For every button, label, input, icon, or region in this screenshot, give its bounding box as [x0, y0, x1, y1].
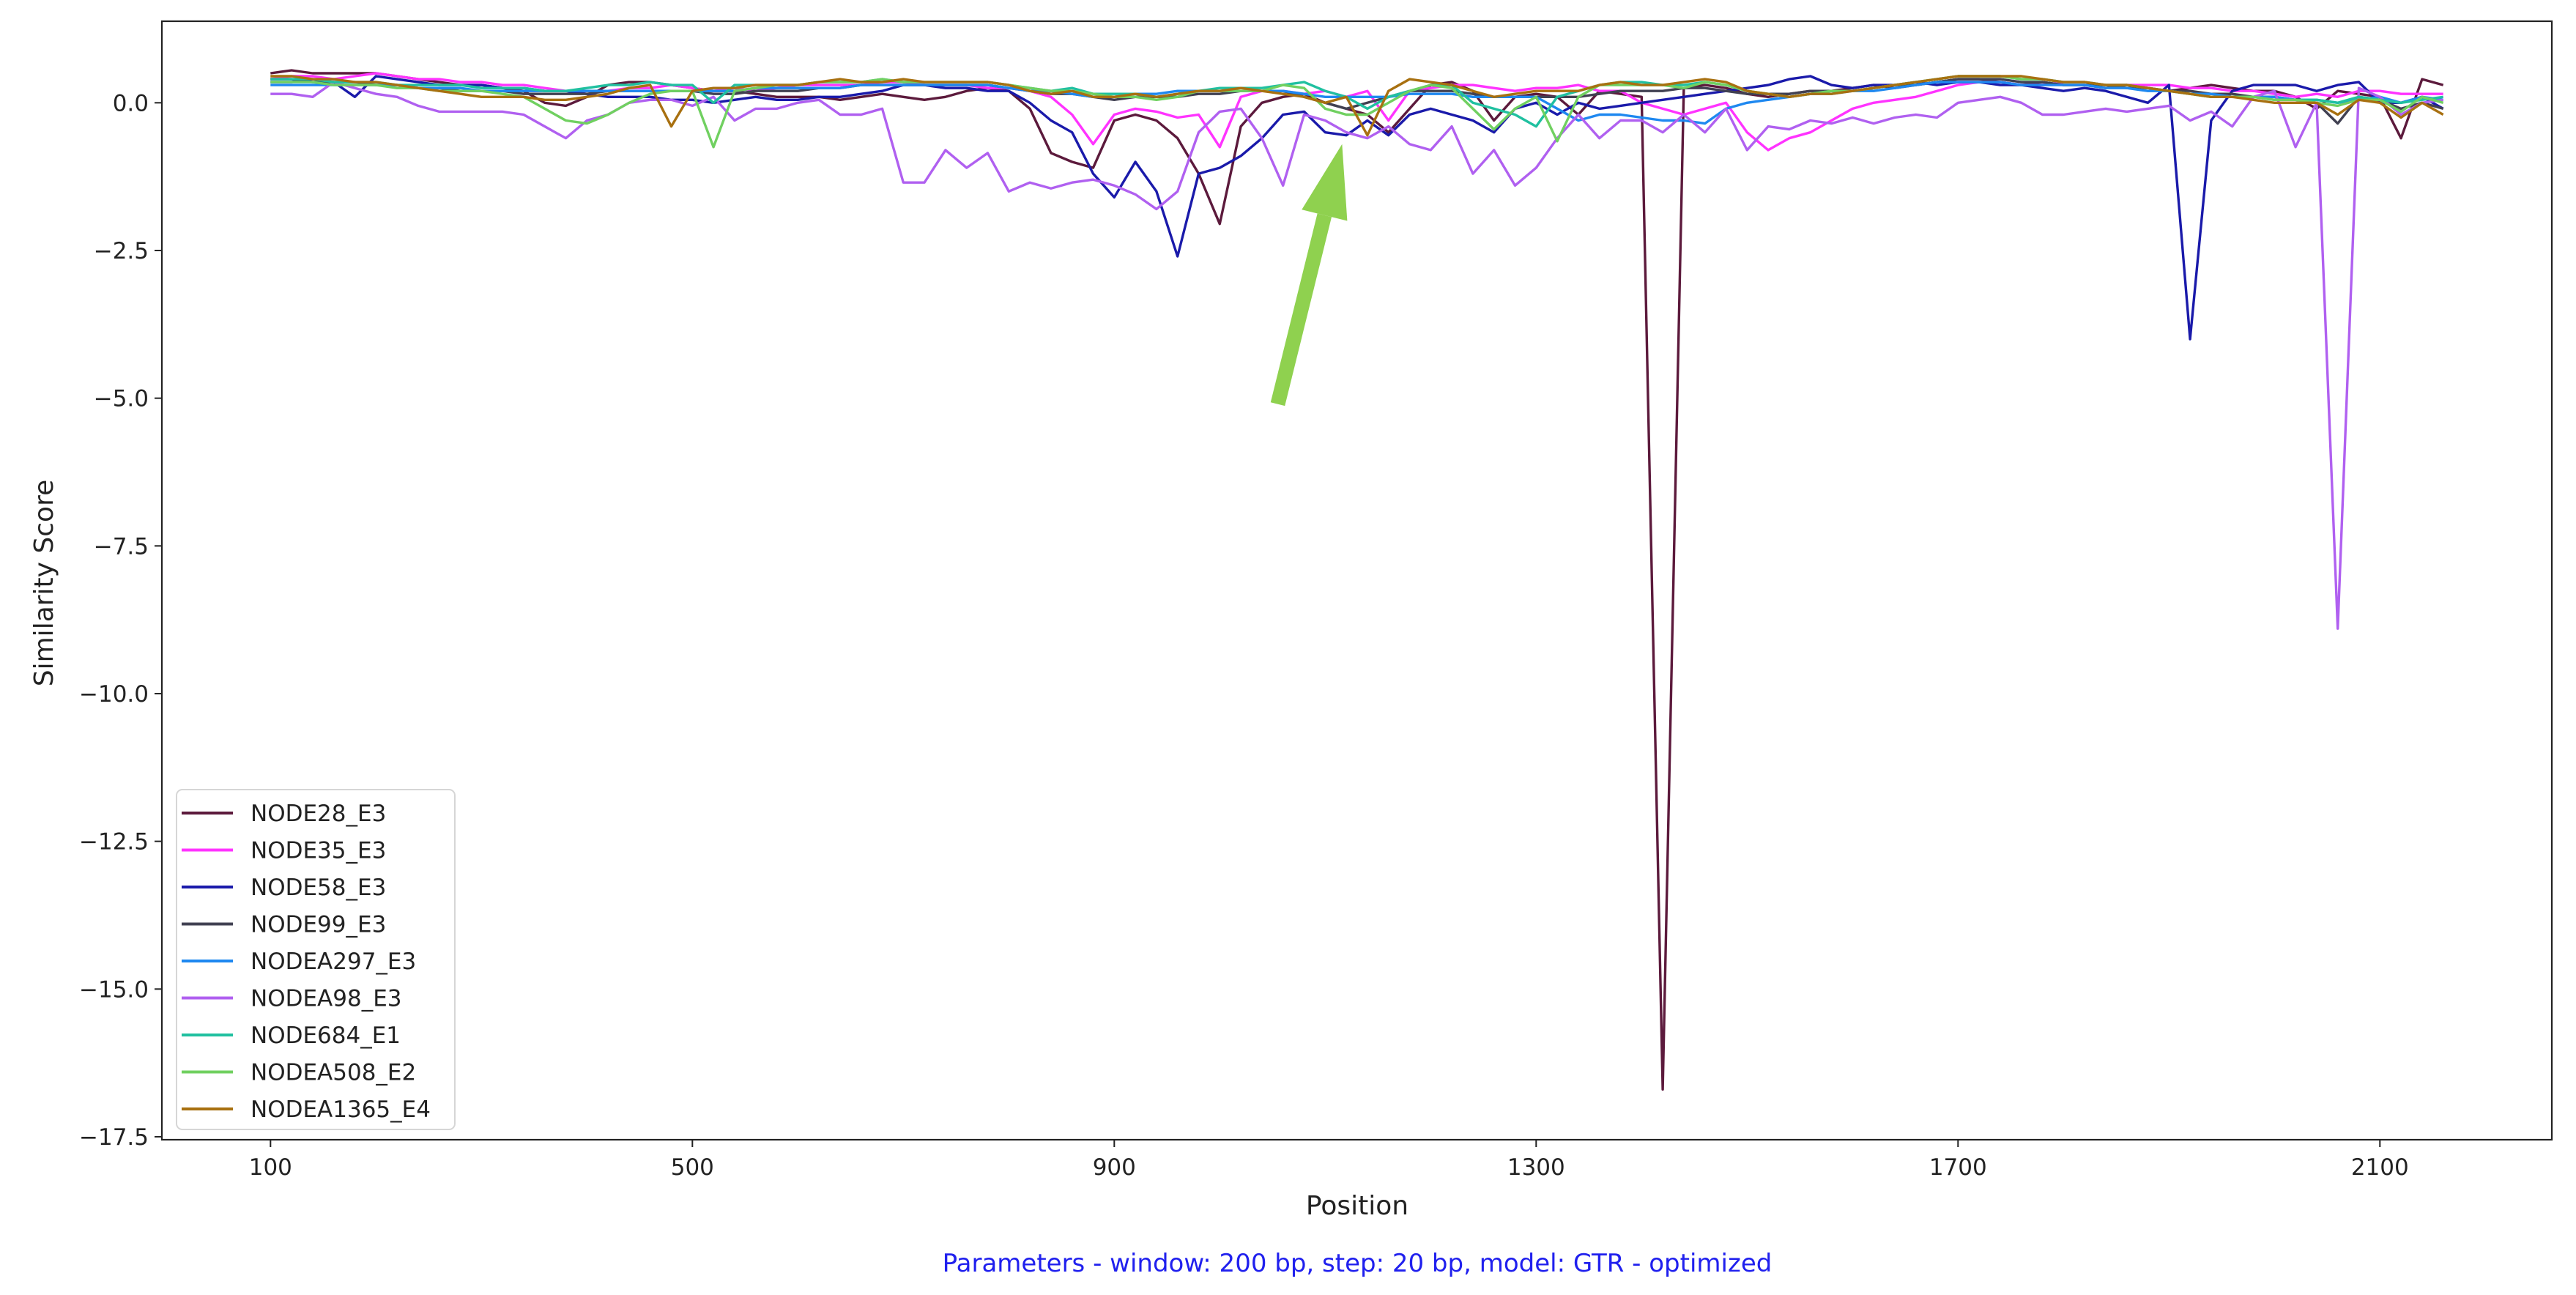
y-tick-label: −5.0	[94, 386, 149, 412]
legend-item: NODEA98_E3	[182, 986, 402, 1012]
legend-item: NODEA508_E2	[182, 1060, 416, 1086]
y-tick-label: −7.5	[94, 533, 149, 560]
series-line-nodea1365-e4	[270, 75, 2444, 137]
y-axis-label: Similarity Score	[29, 480, 59, 686]
arrow-shaft	[1270, 213, 1332, 407]
legend-label: NODE684_E1	[250, 1023, 401, 1049]
x-tick-label: 1700	[1929, 1154, 1987, 1181]
legend-item: NODEA297_E3	[182, 949, 416, 975]
legend-label: NODE99_E3	[250, 912, 386, 938]
x-tick-label: 2100	[2351, 1154, 2409, 1181]
x-tick-label: 1300	[1507, 1154, 1565, 1181]
y-axis: 0.0 −2.5 −5.0 −7.5 −10.0 −12.5 −15.0 −17.5	[79, 90, 162, 1151]
series-line-nodea297-e3	[270, 81, 2443, 125]
legend-item: NODEA1365_E4	[182, 1097, 431, 1123]
legend-item: NODE28_E3	[182, 801, 386, 827]
legend-item: NODE684_E1	[182, 1023, 401, 1049]
arrow-head-icon	[1302, 144, 1348, 221]
series-line-node58-e3	[270, 75, 2444, 341]
legend-label: NODEA508_E2	[250, 1060, 416, 1086]
parameters-caption: Parameters - window: 200 bp, step: 20 bp…	[943, 1249, 1773, 1278]
legend-label: NODEA1365_E4	[250, 1097, 431, 1123]
y-tick-label: −12.5	[79, 829, 149, 856]
y-tick-label: 0.0	[113, 90, 149, 116]
legend-box	[176, 789, 456, 1130]
y-tick-label: −15.0	[79, 976, 149, 1003]
y-tick-label: −2.5	[94, 238, 149, 264]
legend-item: NODE58_E3	[182, 875, 386, 901]
legend: NODE28_E3 NODE35_E3 NODE58_E3 NODE99_E3 NODE…	[176, 789, 456, 1130]
y-tick-label: −10.0	[79, 681, 149, 708]
legend-item: NODE35_E3	[182, 838, 386, 864]
legend-label: NODEA98_E3	[250, 986, 402, 1012]
x-tick-label: 500	[671, 1154, 714, 1181]
x-axis-label: Position	[1306, 1191, 1408, 1221]
y-tick-label: −17.5	[79, 1124, 149, 1151]
legend-label: NODE58_E3	[250, 875, 386, 901]
series-layer	[270, 69, 2444, 1091]
annotation-layer	[1270, 144, 1348, 407]
x-tick-label: 100	[249, 1154, 292, 1181]
legend-label: NODEA297_E3	[250, 949, 416, 975]
plot-frame	[160, 20, 2553, 1141]
x-axis: 100 500 900 1300 1700 2100	[249, 1140, 2409, 1181]
legend-label: NODE28_E3	[250, 801, 386, 827]
legend-label: NODE35_E3	[250, 838, 386, 864]
legend-item: NODE99_E3	[182, 912, 386, 938]
x-tick-label: 900	[1093, 1154, 1136, 1181]
